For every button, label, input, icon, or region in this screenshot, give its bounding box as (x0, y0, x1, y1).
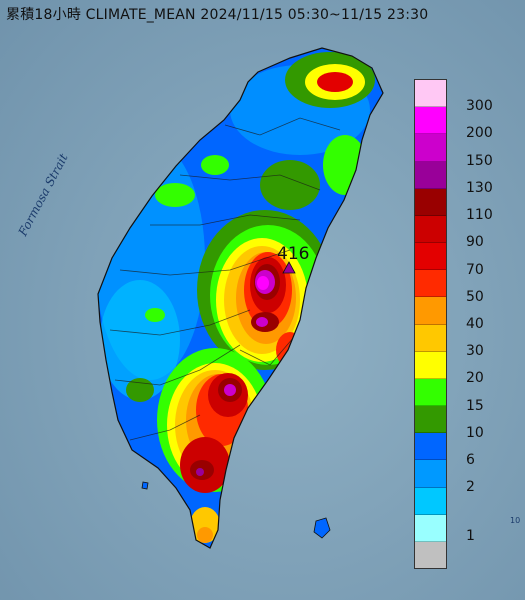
legend-label: 15 (466, 397, 484, 414)
legend-label: 1 (466, 527, 475, 544)
legend-label: 130 (466, 179, 493, 196)
legend-label: 50 (466, 288, 484, 305)
legend-labels: 300 200 150 130 110 90 70 50 40 30 20 15 10 6 2 1 (452, 79, 512, 569)
taiwan-island (97, 47, 384, 549)
color-legend (414, 79, 447, 569)
peak-marker (282, 261, 296, 274)
legend-label: 150 (466, 152, 493, 169)
legend-label: 30 (466, 343, 484, 360)
scale-mark: 10 (510, 516, 521, 525)
legend-label: 10 (466, 424, 484, 441)
legend-swatch (415, 161, 446, 189)
legend-swatch (415, 487, 446, 515)
legend-label: 200 (466, 125, 493, 142)
legend-label: 300 (466, 98, 493, 115)
legend-label: 70 (466, 261, 484, 278)
legend-label: 20 (466, 370, 484, 387)
legend-swatch (415, 270, 446, 298)
legend-swatch (415, 188, 446, 216)
legend-swatch (415, 134, 446, 162)
legend-swatch (415, 460, 446, 488)
legend-swatch (415, 514, 446, 542)
legend-label: 90 (466, 234, 484, 251)
peak-value-label: 416 (277, 244, 310, 264)
outlying-islands (141, 481, 331, 539)
legend-swatch (415, 80, 446, 108)
legend-label: 40 (466, 316, 484, 332)
legend-swatch (415, 107, 446, 135)
legend-label: 2 (466, 479, 475, 496)
legend-swatch (415, 406, 446, 434)
legend-swatch (415, 324, 446, 352)
legend-swatch (415, 433, 446, 461)
map-title: 累積18小時 CLIMATE_MEAN 2024/11/15 05:30~11/… (6, 7, 429, 23)
legend-swatch (415, 351, 446, 379)
legend-swatch (415, 541, 446, 569)
legend-swatch (415, 215, 446, 244)
legend-swatch (415, 378, 446, 407)
legend-label: 6 (466, 452, 475, 469)
legend-label: 110 (466, 207, 493, 224)
county-boundaries (109, 117, 341, 441)
legend-swatch (415, 297, 446, 325)
legend-swatch (415, 243, 446, 271)
